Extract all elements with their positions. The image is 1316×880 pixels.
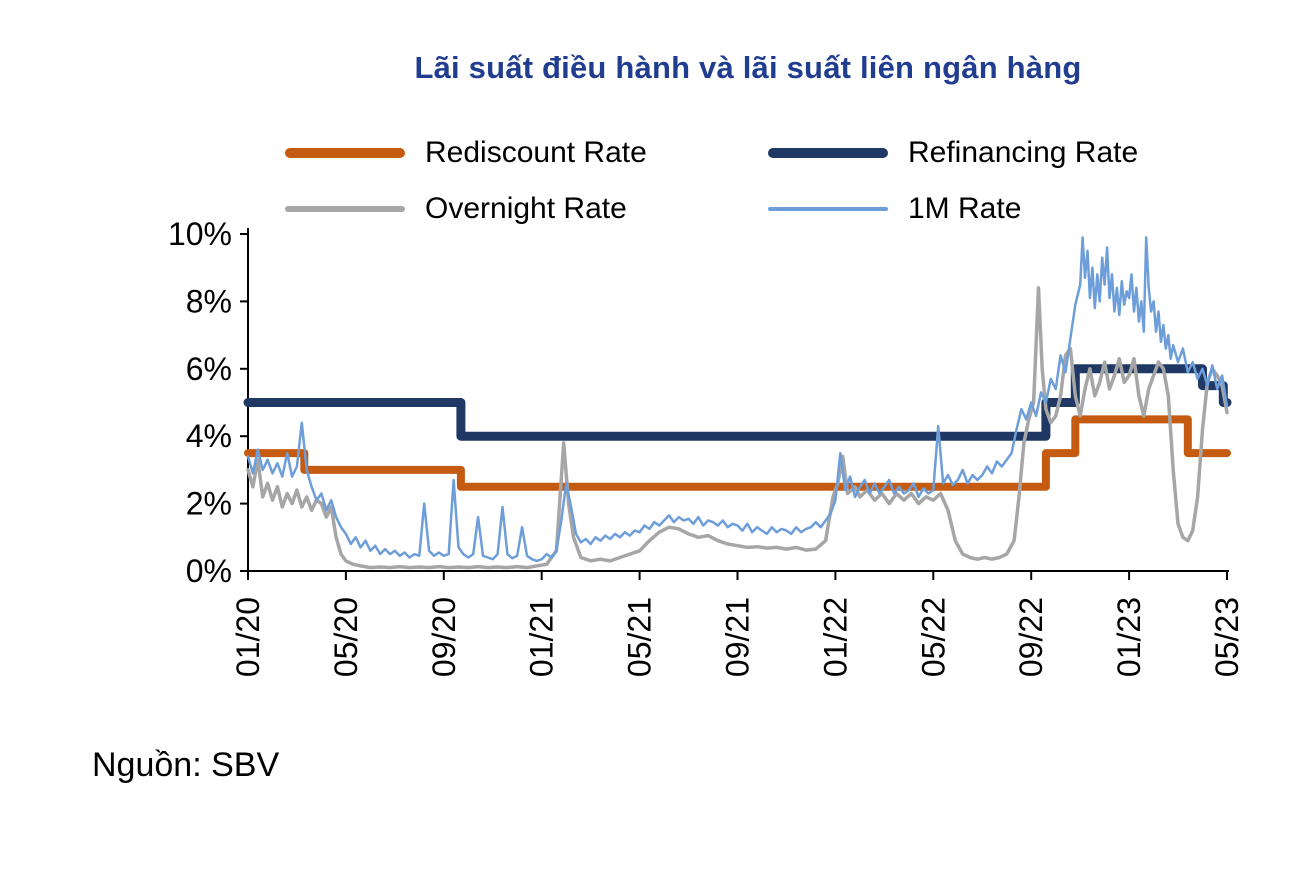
legend-swatch-rediscount-rate (285, 148, 405, 158)
x-tick-label: 05/22 (915, 597, 951, 677)
y-tick-label: 4% (186, 418, 232, 454)
series-line-refinancing-rate (243, 364, 1232, 441)
legend-item-overnight-rate: Overnight Rate (285, 192, 768, 226)
x-tick-label: 01/21 (524, 597, 560, 677)
legend-label-rediscount-rate: Rediscount Rate (425, 136, 647, 169)
legend-item-1m-rate: 1M Rate (768, 192, 1138, 226)
source-note: Nguồn: SBV (92, 746, 280, 784)
legend-swatch-refinancing-rate (768, 148, 888, 158)
legend-item-rediscount-rate: Rediscount Rate (285, 136, 768, 170)
x-tick-label: 09/22 (1013, 597, 1049, 677)
series-line-1m-rate (246, 236, 1229, 563)
chart-legend: Rediscount Rate Refinancing Rate Overnight… (285, 136, 1138, 226)
legend-label-1m-rate: 1M Rate (908, 192, 1022, 225)
x-tick-label: 01/23 (1111, 597, 1147, 677)
legend-label-overnight-rate: Overnight Rate (425, 192, 627, 225)
x-tick-label: 05/23 (1209, 597, 1245, 677)
x-tick-label: 09/20 (426, 597, 462, 677)
y-tick-label: 10% (168, 216, 232, 252)
x-tick-label: 05/20 (328, 597, 364, 677)
x-tick-label: 01/20 (230, 597, 266, 677)
legend-item-refinancing-rate: Refinancing Rate (768, 136, 1138, 170)
y-tick-label: 2% (186, 486, 232, 522)
series-line-rediscount-rate (244, 415, 1231, 491)
legend-swatch-overnight-rate (285, 206, 405, 212)
y-tick-label: 8% (186, 283, 232, 319)
series-line-overnight-rate (246, 286, 1229, 570)
chart-title: Lãi suất điều hành và lãi suất liên ngân… (414, 50, 1082, 85)
x-tick-label: 05/21 (622, 597, 658, 677)
legend-label-refinancing-rate: Refinancing Rate (908, 136, 1139, 169)
legend-swatch-1m-rate (768, 206, 888, 212)
x-tick-label: 09/21 (720, 597, 756, 677)
y-tick-label: 0% (186, 553, 232, 589)
x-tick-label: 01/22 (817, 597, 853, 677)
y-tick-label: 6% (186, 351, 232, 387)
